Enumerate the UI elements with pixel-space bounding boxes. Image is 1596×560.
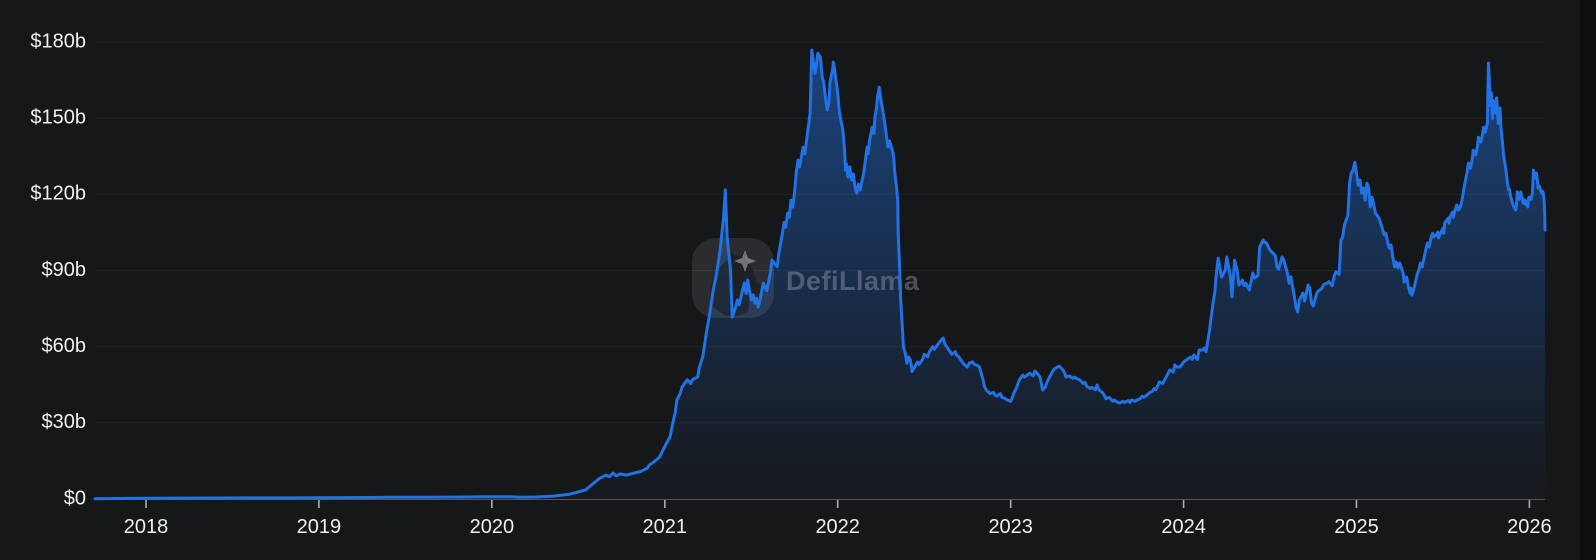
x-axis-label: 2020 <box>470 516 515 538</box>
y-axis-label: $90b <box>42 259 87 281</box>
y-axis-labels: $180b $150b $120b $90b $60b $30b $0 <box>30 30 86 509</box>
llama-glyph-icon <box>710 251 765 316</box>
tvl-line[interactable] <box>93 48 1547 501</box>
x-axis-label: 2024 <box>1161 516 1206 538</box>
x-axis-labels: 2018 2019 2020 2021 2022 2023 2024 2025 2026 <box>124 516 1552 538</box>
x-axis-label: 2025 <box>1334 516 1379 538</box>
star-blaze-icon <box>734 250 756 272</box>
x-axis-label: 2018 <box>124 516 169 538</box>
x-axis-label: 2021 <box>643 516 688 538</box>
y-axis-label: $180b <box>30 30 86 52</box>
x-axis-label: 2022 <box>815 516 860 538</box>
x-axis-ticks <box>145 500 1531 508</box>
y-axis-label: $0 <box>64 487 86 509</box>
x-axis-label: 2023 <box>988 516 1033 538</box>
y-axis-label: $120b <box>30 183 86 205</box>
y-axis-label: $150b <box>30 106 86 128</box>
x-axis-label: 2026 <box>1507 516 1552 538</box>
tvl-area-fill <box>95 50 1545 499</box>
x-axis-label: 2019 <box>297 516 342 538</box>
watermark-brand-text: DefiLlama <box>786 266 920 296</box>
y-axis-label: $60b <box>42 335 87 357</box>
y-axis-label: $30b <box>42 411 87 433</box>
